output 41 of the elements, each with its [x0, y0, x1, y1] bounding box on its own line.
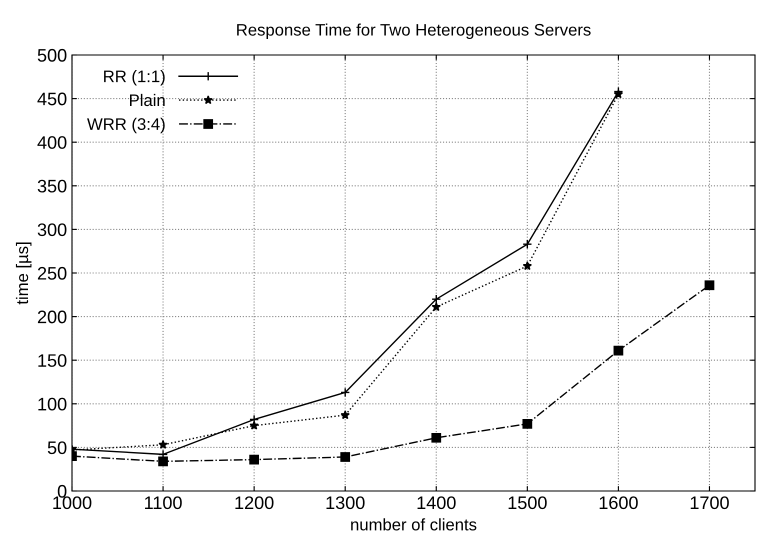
x-tick-label: 1300 [326, 496, 365, 510]
point [340, 410, 350, 420]
y-tick-label: 100 [38, 398, 66, 411]
point [522, 261, 532, 270]
y-tick-label: 350 [38, 180, 66, 193]
legend-label: Plain [130, 94, 165, 106]
point [432, 302, 441, 312]
point [249, 454, 259, 464]
point [614, 89, 624, 98]
x-tick-label: 1500 [508, 496, 547, 510]
point [522, 239, 532, 250]
legend-label: WRR (3:4) [87, 118, 165, 134]
point [249, 420, 259, 430]
y-tick-label: 200 [38, 310, 66, 324]
chart-title: Response Time for Two Heterogeneous Servers [237, 23, 591, 40]
point [614, 346, 624, 356]
point [158, 456, 168, 466]
x-axis-title: number of clients [351, 518, 476, 530]
x-tick-label: 1600 [600, 496, 638, 510]
y-axis-title: time [µs] [16, 242, 32, 304]
point [431, 432, 442, 443]
point [522, 418, 532, 429]
x-tick-label: 1100 [145, 496, 182, 510]
x-tick-label: 1200 [235, 496, 274, 510]
point [340, 452, 350, 462]
point [704, 280, 714, 290]
y-tick-label: 450 [37, 92, 66, 106]
point [340, 388, 350, 398]
y-tick-label: 400 [37, 136, 66, 149]
point [431, 294, 442, 304]
y-tick-label: 0 [58, 484, 66, 498]
y-tick-label: 150 [38, 354, 66, 367]
point [158, 440, 168, 449]
y-tick-label: 300 [38, 223, 66, 236]
x-tick-label: 1000 [53, 496, 92, 510]
x-tick-label: 1400 [418, 496, 456, 510]
y-tick-label: 500 [38, 48, 66, 62]
x-tick-label: 1700 [690, 496, 729, 510]
y-tick-label: 250 [38, 266, 66, 280]
y-tick-label: 50 [48, 441, 66, 454]
legend-label: RR (1:1) [104, 70, 165, 86]
